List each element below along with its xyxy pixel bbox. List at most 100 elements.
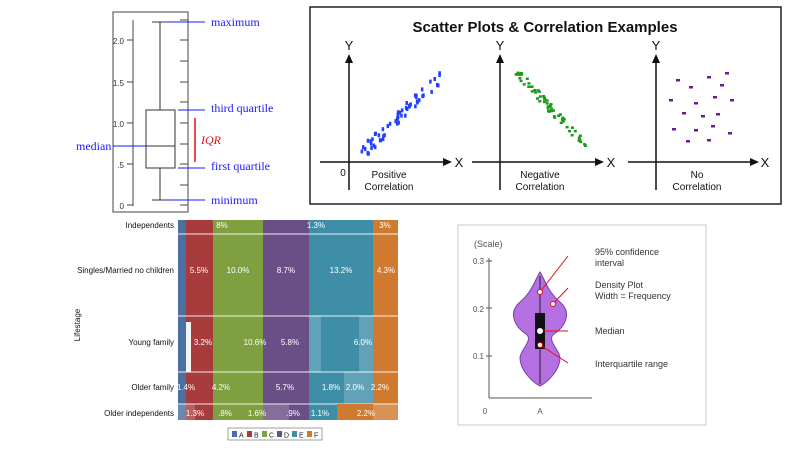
boxplot-tick-label: 1.0 (113, 120, 125, 129)
positive-point (436, 82, 439, 87)
violin-frame (457, 224, 707, 426)
positive-point (366, 138, 370, 143)
no-correlation-point (694, 102, 698, 105)
x-axis-arrow-icon (443, 158, 452, 166)
positive-point (367, 151, 370, 156)
positive-points (360, 71, 441, 156)
mosaic-cell-label: 1.4% (177, 383, 195, 392)
mosaic-cell-label: 1.1% (311, 409, 329, 418)
legend-label-B: B (254, 433, 259, 440)
negative-point (525, 77, 529, 81)
boxplot-tick-label: 2.0 (113, 37, 125, 46)
negative-point (568, 129, 572, 133)
positive-point (394, 119, 397, 124)
positive-point (386, 124, 390, 129)
x-axis-label: X (761, 155, 770, 170)
negative-point (542, 94, 546, 98)
mosaic-cell-labels: 8% 1.3% 3% 5.5% 10.0% 8.7% 13.2% 4.3% 3.2% 10.6% 5… (177, 221, 395, 418)
legend-label-D: D (284, 433, 289, 440)
negative-point (538, 95, 542, 98)
negative-point (546, 105, 550, 108)
violin-tick-label: 0.3 (473, 257, 485, 266)
positive-point (363, 146, 367, 151)
positive-point (378, 138, 382, 143)
negative-point (537, 90, 541, 93)
legend-label-A: A (239, 433, 244, 440)
negative-point (543, 96, 547, 100)
legend-swatch-C (262, 431, 267, 437)
no-correlation-point (730, 99, 734, 102)
positive-point (395, 121, 399, 126)
positive-point (373, 132, 377, 137)
mosaic-cell-label: 5.8% (281, 338, 299, 347)
no-correlation-point (713, 96, 717, 99)
origin-label: 0 (340, 168, 346, 179)
mosaic-cell-label: 2.0% (346, 383, 364, 392)
positive-point (416, 100, 419, 105)
positive-point (377, 133, 381, 138)
negative-point (548, 104, 552, 107)
mosaic-cell-label: 3.2% (194, 338, 212, 347)
positive-point (369, 141, 373, 146)
negative-point (578, 134, 582, 137)
density-pointer (552, 287, 569, 305)
iqr-label: IQR (200, 133, 222, 147)
mosaic-cell-F (337, 404, 373, 420)
scatter-positive: Y X 0 Positive Correlation (320, 38, 464, 193)
negative-point (543, 98, 547, 101)
median-label: median (76, 139, 111, 153)
mosaic-cell-label: 2.2% (371, 383, 389, 392)
mosaic-cell-label: 8.7% (277, 266, 295, 275)
negative-point (549, 109, 553, 113)
negative-point (530, 85, 534, 88)
mosaic-cell-label: .9% (286, 409, 300, 418)
mosaic-cell-label: 4.2% (212, 383, 230, 392)
mosaic-cell-C (235, 372, 263, 420)
ci-label-1: 95% confidence (595, 247, 659, 257)
negative-point (561, 116, 565, 120)
y-axis-label: Y (345, 38, 354, 53)
mosaic-cell-label: 4.3% (377, 266, 395, 275)
mosaic-cell-D (298, 372, 310, 404)
negative-point (557, 114, 561, 117)
positive-point (373, 145, 377, 150)
no-correlation-point (716, 113, 720, 116)
positive-point (381, 137, 385, 142)
violin-panel: (Scale) 0.3 0.2 0.1 0 A 95% confidence i… (457, 224, 707, 426)
maximum-label: maximum (211, 15, 260, 29)
negative-point (559, 121, 563, 125)
negative-point (583, 143, 587, 146)
negative-point (520, 73, 524, 76)
no-correlation-point (728, 132, 732, 135)
legend-swatch-B (247, 431, 252, 437)
positive-point (381, 127, 385, 132)
boxplot-panel: 0 .5 1.0 1.5 2.0 maximum third quartile … (76, 11, 273, 213)
legend-swatch-F (307, 431, 312, 437)
no-correlation-point (707, 76, 711, 79)
negative-point (550, 107, 554, 111)
negative-point (545, 99, 549, 102)
negative-point (553, 116, 557, 119)
positive-point (370, 146, 373, 151)
positive-point (400, 113, 403, 118)
median-annot-label: Median (595, 326, 625, 336)
negative-point (516, 73, 520, 76)
density-pointer-dot (550, 301, 556, 307)
mosaic-cell-label: .8% (218, 409, 232, 418)
negative-point (552, 109, 556, 112)
no-correlation-point (711, 125, 715, 128)
negative-point (547, 110, 551, 113)
no-correlation-point (707, 139, 711, 142)
negative-caption-1: Negative (520, 170, 560, 181)
mosaic-cell-label: 1.3% (307, 221, 325, 230)
mosaic-cell-F (373, 220, 398, 420)
violin-tick-label: 0.2 (473, 305, 485, 314)
negative-point (570, 133, 574, 137)
no-correlation-point (676, 79, 680, 82)
y-axis-arrow-icon (496, 54, 504, 63)
mosaic-cell-label: 8% (216, 221, 228, 230)
x-axis-label: X (607, 155, 616, 170)
ci-pointer (539, 255, 569, 293)
iqr-annot-label: Interquartile range (595, 359, 668, 369)
boxplot-tick-label: .5 (117, 161, 124, 170)
